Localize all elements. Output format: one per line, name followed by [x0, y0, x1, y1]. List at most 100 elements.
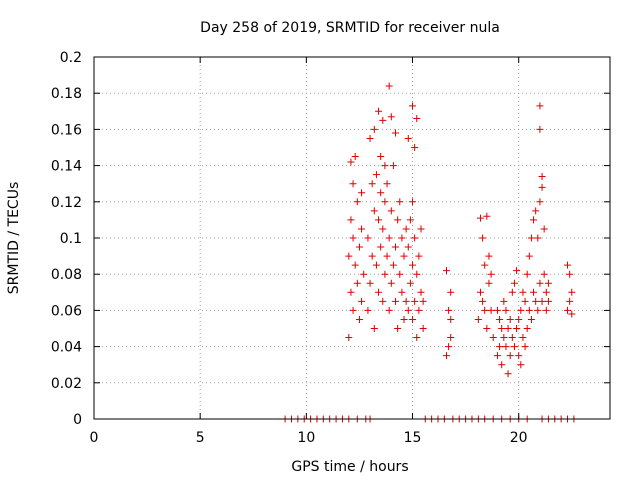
- data-point: [411, 234, 419, 242]
- data-point: [517, 361, 525, 369]
- data-point: [364, 234, 372, 242]
- data-point: [487, 306, 495, 314]
- data-point: [411, 144, 419, 151]
- chart-title: Day 258 of 2019, SRMTID for receiver nul…: [200, 20, 500, 36]
- data-point: [351, 153, 359, 161]
- data-point: [542, 288, 550, 296]
- data-point: [513, 267, 521, 275]
- data-point: [402, 225, 410, 233]
- data-point: [396, 270, 404, 278]
- data-point: [406, 216, 414, 224]
- data-point: [358, 297, 366, 305]
- data-point: [489, 334, 497, 342]
- data-point: [536, 102, 544, 110]
- data-point: [392, 243, 400, 251]
- data-point: [349, 180, 357, 188]
- y-tick-label: 0.04: [51, 340, 82, 356]
- data-point: [383, 252, 391, 260]
- data-point: [506, 315, 514, 323]
- data-point: [447, 315, 455, 323]
- axis-ticks: [93, 56, 610, 420]
- data-point: [389, 162, 397, 170]
- data-point: [400, 315, 408, 323]
- data-point: [368, 252, 376, 260]
- data-point: [415, 306, 423, 314]
- data-point: [358, 189, 366, 197]
- data-point: [349, 234, 357, 242]
- data-point: [568, 288, 576, 296]
- data-point: [536, 125, 544, 133]
- data-point: [417, 225, 425, 233]
- data-point: [534, 234, 542, 242]
- data-point: [413, 115, 421, 123]
- y-tick-label: 0.08: [51, 267, 82, 283]
- data-point: [474, 315, 482, 323]
- data-point: [515, 352, 523, 360]
- data-point: [381, 162, 389, 170]
- data-point: [413, 270, 421, 278]
- data-point: [530, 288, 538, 296]
- data-point: [379, 116, 387, 124]
- data-point: [381, 270, 389, 278]
- data-point: [510, 343, 518, 351]
- data-point: [534, 306, 542, 314]
- data-point: [510, 279, 518, 287]
- data-point: [502, 306, 510, 314]
- data-point: [364, 306, 372, 314]
- data-point: [419, 297, 427, 305]
- data-point: [347, 288, 355, 296]
- data-point: [542, 306, 550, 314]
- data-point: [347, 158, 355, 166]
- data-point: [392, 129, 400, 137]
- y-tick-labels: 0 0.02 0.04 0.06 0.08 0.1 0.12 0.14 0.16 0.18 0.2: [51, 50, 82, 428]
- data-point: [504, 370, 512, 378]
- data-point: [385, 234, 393, 242]
- data-point: [355, 243, 363, 251]
- data-point: [498, 361, 506, 369]
- data-point: [385, 306, 393, 314]
- data-point: [476, 214, 484, 222]
- data-point: [532, 207, 540, 215]
- data-point: [476, 288, 484, 296]
- x-tick-label: 0: [90, 430, 99, 446]
- data-point: [481, 306, 489, 314]
- data-point: [398, 288, 406, 296]
- data-point: [525, 306, 533, 314]
- data-point: [345, 334, 353, 342]
- data-point: [368, 180, 376, 188]
- data-point: [532, 297, 540, 305]
- data-point: [442, 267, 450, 275]
- data-point: [536, 279, 544, 287]
- data-point: [370, 325, 378, 332]
- data-point: [366, 134, 374, 142]
- data-point: [502, 343, 510, 351]
- data-point: [519, 288, 527, 296]
- data-point: [370, 207, 378, 215]
- x-tick-label: 10: [297, 430, 315, 446]
- data-point: [515, 315, 523, 323]
- data-point: [375, 216, 383, 224]
- data-point: [404, 306, 412, 314]
- data-point: [417, 288, 425, 296]
- data-point: [481, 261, 489, 269]
- data-point: [564, 261, 572, 269]
- data-point: [479, 234, 487, 242]
- y-tick-label: 0.06: [51, 303, 82, 319]
- y-tick-label: 0: [73, 412, 82, 428]
- y-tick-label: 0.2: [60, 50, 82, 66]
- data-point: [366, 279, 374, 287]
- data-point: [483, 325, 491, 332]
- data-point: [519, 334, 527, 342]
- data-point: [504, 325, 512, 332]
- data-point: [409, 102, 417, 110]
- data-point: [525, 252, 533, 260]
- x-tick-label: 5: [196, 430, 205, 446]
- x-tick-label: 15: [404, 430, 422, 446]
- data-point: [375, 107, 383, 115]
- data-point: [409, 315, 417, 323]
- data-point: [513, 325, 521, 332]
- data-point: [544, 279, 552, 287]
- data-point: [377, 153, 385, 161]
- x-tick-labels: 0 5 10 15 20: [90, 430, 528, 446]
